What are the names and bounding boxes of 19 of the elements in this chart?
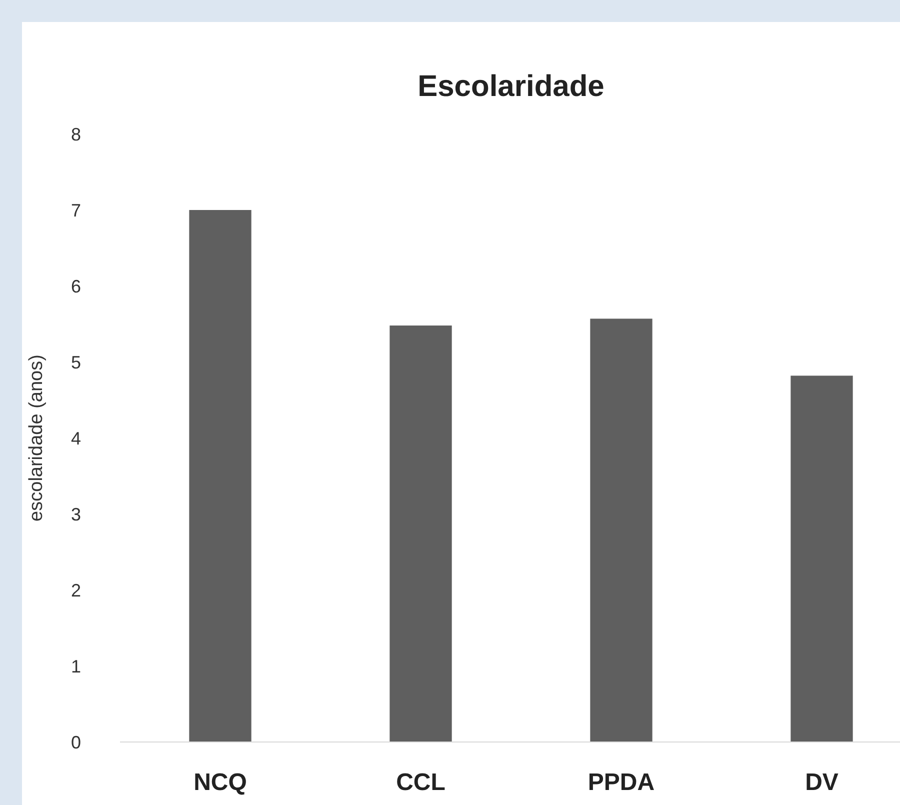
x-tick-label: DV xyxy=(805,769,838,796)
bar xyxy=(590,318,652,742)
y-tick-label: 6 xyxy=(70,276,82,296)
y-tick-label: 1 xyxy=(70,656,82,676)
y-tick-label: 0 xyxy=(70,732,82,752)
y-tick-label: 3 xyxy=(70,504,82,524)
bar xyxy=(790,376,853,742)
y-tick-label: 5 xyxy=(70,352,82,372)
y-tick-label: 2 xyxy=(70,580,82,600)
bar xyxy=(390,326,452,742)
y-tick-label: 7 xyxy=(70,200,82,220)
chart-title: Escolaridade xyxy=(418,70,604,103)
y-tick-label: 8 xyxy=(70,124,82,144)
y-axis-title: escolaridade (anos) xyxy=(26,354,47,522)
bar xyxy=(189,210,252,742)
x-tick-label: CCL xyxy=(396,769,446,796)
x-tick-label: NCQ xyxy=(194,769,247,796)
x-tick-label: PPDA xyxy=(588,769,655,796)
y-tick-label: 4 xyxy=(70,428,82,448)
